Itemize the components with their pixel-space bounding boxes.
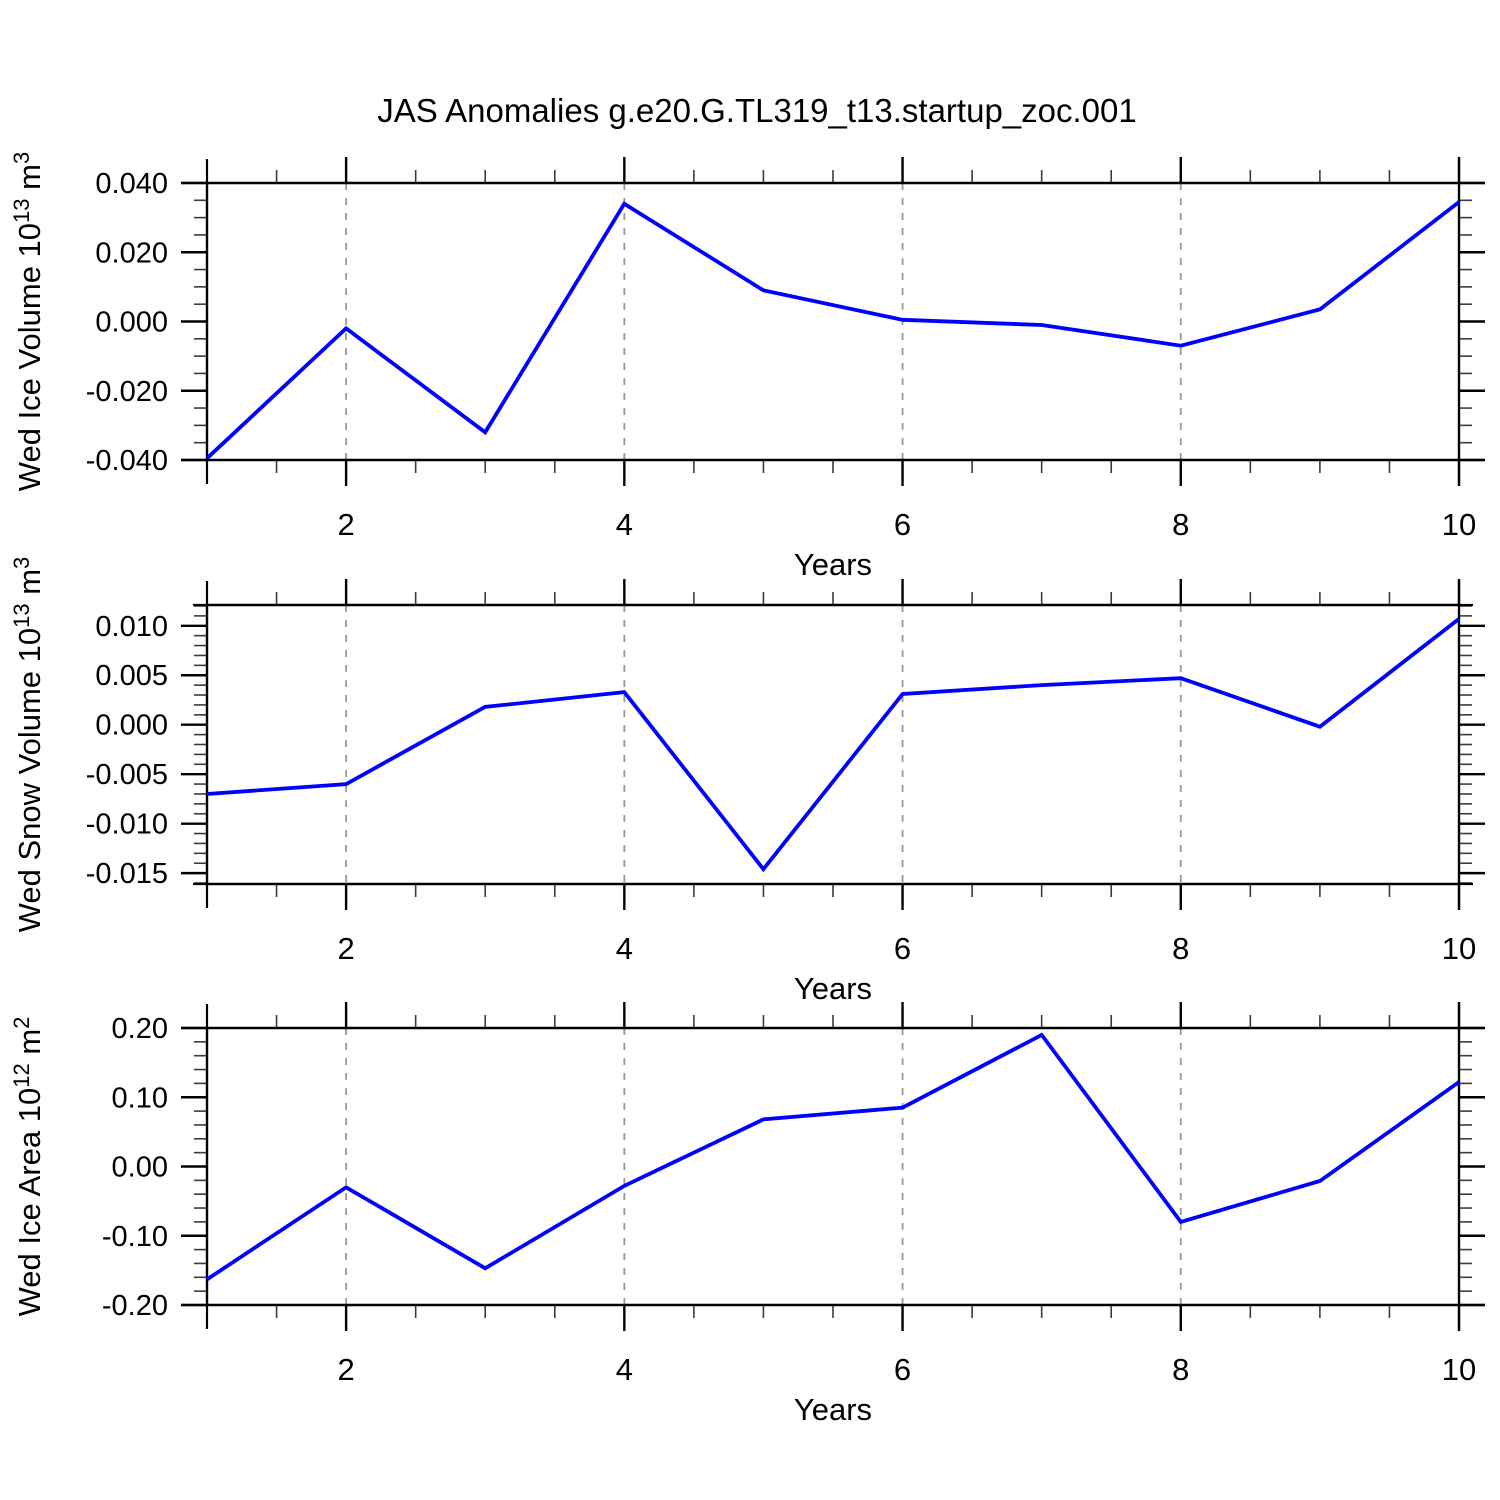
y-axis-tick-label: -0.005 xyxy=(86,759,168,791)
y-axis-title-segment: Wed Ice Area 10 xyxy=(12,1088,47,1317)
data-line xyxy=(205,200,1461,460)
y-axis-title-superscript: 3 xyxy=(9,557,34,569)
x-axis-tick-label: 10 xyxy=(1442,931,1476,966)
y-axis-title-superscript: 2 xyxy=(9,1017,34,1029)
gridlines xyxy=(345,605,1182,884)
x-axis-tick-label: 8 xyxy=(1172,507,1189,542)
y-axis-title-segment: m xyxy=(12,1029,47,1063)
chart-panel-1: 2 4 6 8 10 0.040 0.020 0.000 -0.020 -0.040 Years We… xyxy=(9,152,1485,582)
x-axis-tick-label: 10 xyxy=(1442,507,1476,542)
chart-panels: 2 4 6 8 10 0.040 0.020 0.000 -0.020 -0.040 Years We… xyxy=(9,152,1485,1427)
data-line xyxy=(206,617,1461,873)
y-axis-tick-label: -0.020 xyxy=(86,376,168,408)
y-axis-title-superscript: 13 xyxy=(9,603,34,627)
y-axis-title-superscript: 13 xyxy=(9,198,34,222)
y-axis-tick-label: -0.040 xyxy=(86,445,168,477)
y-axis-title-segment: Wed Snow Volume 10 xyxy=(12,628,47,932)
y-axis-tick-label: -0.015 xyxy=(86,858,168,890)
axis-labels: 2 4 6 8 10 0.20 0.10 0.00 -0.10 -0.20 Years Wed Ice… xyxy=(9,1013,1476,1427)
y-axis-title-segment: Wed Ice Volume 10 xyxy=(12,223,47,491)
x-axis-tick-label: 2 xyxy=(337,507,354,542)
y-axis-title-superscript: 12 xyxy=(9,1063,34,1087)
x-axis-tick-label: 6 xyxy=(894,1352,911,1387)
y-axis-tick-label: 0.010 xyxy=(95,611,168,643)
y-axis-tick-label: 0.000 xyxy=(95,710,168,742)
x-axis-tick-label: 4 xyxy=(616,507,633,542)
x-axis-tick-label: 10 xyxy=(1442,1352,1476,1387)
y-axis-tick-label: -0.20 xyxy=(102,1290,168,1322)
y-axis-tick-label: 0.10 xyxy=(112,1082,168,1114)
x-axis-title: Years xyxy=(794,1392,872,1427)
y-axis-title: Wed Snow Volume 1013 m3 xyxy=(9,557,47,933)
x-axis-tick-label: 6 xyxy=(894,507,911,542)
y-axis-title: Wed Ice Volume 1013 m3 xyxy=(9,152,47,491)
data-line xyxy=(205,1032,1461,1281)
x-axis-tick-label: 2 xyxy=(337,1352,354,1387)
chart-panel-3: 2 4 6 8 10 0.20 0.10 0.00 -0.10 -0.20 Years Wed Ice… xyxy=(9,1002,1485,1427)
axis-labels: 2 4 6 8 10 0.010 0.005 0.000 -0.005 -0.010 -0.015 Y… xyxy=(9,557,1476,1006)
y-axis-tick-label: 0.20 xyxy=(112,1013,168,1045)
x-axis-tick-label: 8 xyxy=(1172,931,1189,966)
plot-frame xyxy=(205,603,1461,886)
axis-labels: 2 4 6 8 10 0.040 0.020 0.000 -0.020 -0.040 Years We… xyxy=(9,152,1476,582)
y-axis-title-segment: m xyxy=(12,569,47,603)
x-axis-title: Years xyxy=(794,971,872,1006)
y-axis-tick-label: 0.000 xyxy=(95,307,168,339)
y-axis-title: Wed Ice Area 1012 m2 xyxy=(9,1017,47,1317)
y-axis-tick-label: 0.020 xyxy=(95,237,168,269)
y-axis-tick-label: 0.040 xyxy=(95,168,168,200)
figure-title: JAS Anomalies g.e20.G.TL319_t13.startup_… xyxy=(377,92,1136,129)
plot-frame xyxy=(205,181,1461,462)
gridlines xyxy=(345,1028,1182,1305)
y-axis-tick-label: -0.10 xyxy=(102,1221,168,1253)
gridlines xyxy=(345,183,1182,460)
plot-frame xyxy=(205,1026,1461,1307)
y-axis-tick-label: 0.00 xyxy=(112,1152,168,1184)
y-axis-tick-label: 0.005 xyxy=(95,660,168,692)
x-axis-tick-label: 8 xyxy=(1172,1352,1189,1387)
y-axis-title-segment: m xyxy=(12,164,47,198)
y-axis-tick-label: -0.010 xyxy=(86,809,168,841)
axis-ticks xyxy=(181,157,1485,486)
x-axis-tick-label: 4 xyxy=(616,931,633,966)
x-axis-tick-label: 4 xyxy=(616,1352,633,1387)
x-axis-title: Years xyxy=(794,547,872,582)
x-axis-tick-label: 6 xyxy=(894,931,911,966)
axis-ticks xyxy=(181,579,1485,910)
axis-ticks xyxy=(181,1002,1485,1331)
chart-panel-2: 2 4 6 8 10 0.010 0.005 0.000 -0.005 -0.010 -0.015 Y… xyxy=(9,557,1485,1006)
x-axis-tick-label: 2 xyxy=(337,931,354,966)
y-axis-title-superscript: 3 xyxy=(9,152,34,164)
